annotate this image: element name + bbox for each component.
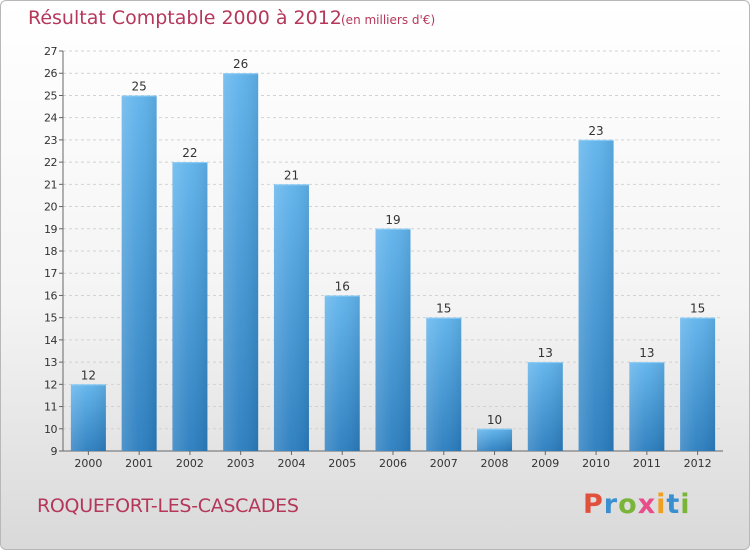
y-tick-label: 9 xyxy=(51,445,58,458)
data-label: 12 xyxy=(81,368,96,382)
data-label: 15 xyxy=(436,302,451,316)
y-tick-label: 23 xyxy=(44,134,57,147)
data-label: 23 xyxy=(588,124,603,138)
bar-sheen xyxy=(477,428,513,451)
x-tick-label: 2012 xyxy=(684,457,712,470)
x-tick-label: 2005 xyxy=(328,457,356,470)
y-tick-label: 11 xyxy=(44,401,57,414)
logo-letter: x xyxy=(637,489,657,520)
bar-sheen xyxy=(680,317,716,451)
data-label: 21 xyxy=(284,168,299,182)
x-tick-label: 2008 xyxy=(481,457,509,470)
y-tick-label: 12 xyxy=(44,378,57,391)
data-label: 25 xyxy=(132,79,147,93)
bar-sheen xyxy=(527,362,563,451)
y-tick-label: 10 xyxy=(44,423,57,436)
proxiti-logo[interactable]: Proxiti xyxy=(583,489,691,520)
x-tick-label: 2003 xyxy=(227,457,255,470)
bar-sheen xyxy=(172,162,208,451)
bar-sheen xyxy=(629,362,665,451)
y-tick-label: 14 xyxy=(44,334,57,347)
chart-title: Résultat Comptable 2000 à 2012 xyxy=(28,7,342,29)
x-tick-label: 2000 xyxy=(74,457,102,470)
x-tick-label: 2011 xyxy=(633,457,661,470)
data-label: 26 xyxy=(233,57,248,71)
data-label: 22 xyxy=(182,146,197,160)
x-tick-label: 2001 xyxy=(125,457,153,470)
bar-sheen xyxy=(426,317,462,451)
bar-sheen xyxy=(324,295,360,451)
logo-letter: o xyxy=(618,489,638,520)
bar-layer xyxy=(70,73,716,452)
commune-name: ROQUEFORT-LES-CASCADES xyxy=(37,495,299,517)
y-tick-label: 21 xyxy=(44,178,57,191)
bar-sheen xyxy=(273,184,309,452)
logo-letter: P xyxy=(583,489,604,520)
x-tick-label: 2010 xyxy=(582,457,610,470)
label-layer: 12 2000 25 2001 22 2002 26 2003 21 2004 16 2005 19 20… xyxy=(74,57,711,470)
bar-sheen xyxy=(121,95,157,451)
y-tick-label: 19 xyxy=(44,223,57,236)
chart-unit: (en milliers d'€) xyxy=(341,13,436,27)
data-label: 16 xyxy=(335,279,350,293)
logo-letter: i xyxy=(680,489,691,520)
y-tick-label: 20 xyxy=(44,201,57,214)
data-label: 13 xyxy=(639,346,654,360)
data-label: 15 xyxy=(690,302,705,316)
x-tick-label: 2009 xyxy=(531,457,559,470)
logo-letter: r xyxy=(603,489,619,520)
y-tick-label: 26 xyxy=(44,67,57,80)
bar-sheen xyxy=(223,73,259,451)
x-tick-label: 2007 xyxy=(430,457,458,470)
data-label: 19 xyxy=(385,213,400,227)
y-tick-label: 25 xyxy=(44,89,57,102)
bar-sheen xyxy=(70,384,106,451)
y-tick-label: 17 xyxy=(44,267,57,280)
x-tick-label: 2004 xyxy=(277,457,305,470)
y-tick-label: 27 xyxy=(44,45,57,58)
x-tick-label: 2002 xyxy=(176,457,204,470)
logo-letter: i xyxy=(656,489,667,520)
logo-letter: t xyxy=(666,489,681,520)
data-label: 10 xyxy=(487,413,502,427)
x-tick-label: 2006 xyxy=(379,457,407,470)
y-tick-label: 15 xyxy=(44,312,57,325)
y-tick-label: 24 xyxy=(44,112,57,125)
data-label: 13 xyxy=(538,346,553,360)
bar-sheen xyxy=(578,139,614,451)
y-tick-label: 13 xyxy=(44,356,57,369)
bar-sheen xyxy=(375,228,411,451)
y-tick-label: 16 xyxy=(44,289,57,302)
y-tick-label: 22 xyxy=(44,156,57,169)
y-tick-label: 18 xyxy=(44,245,57,258)
